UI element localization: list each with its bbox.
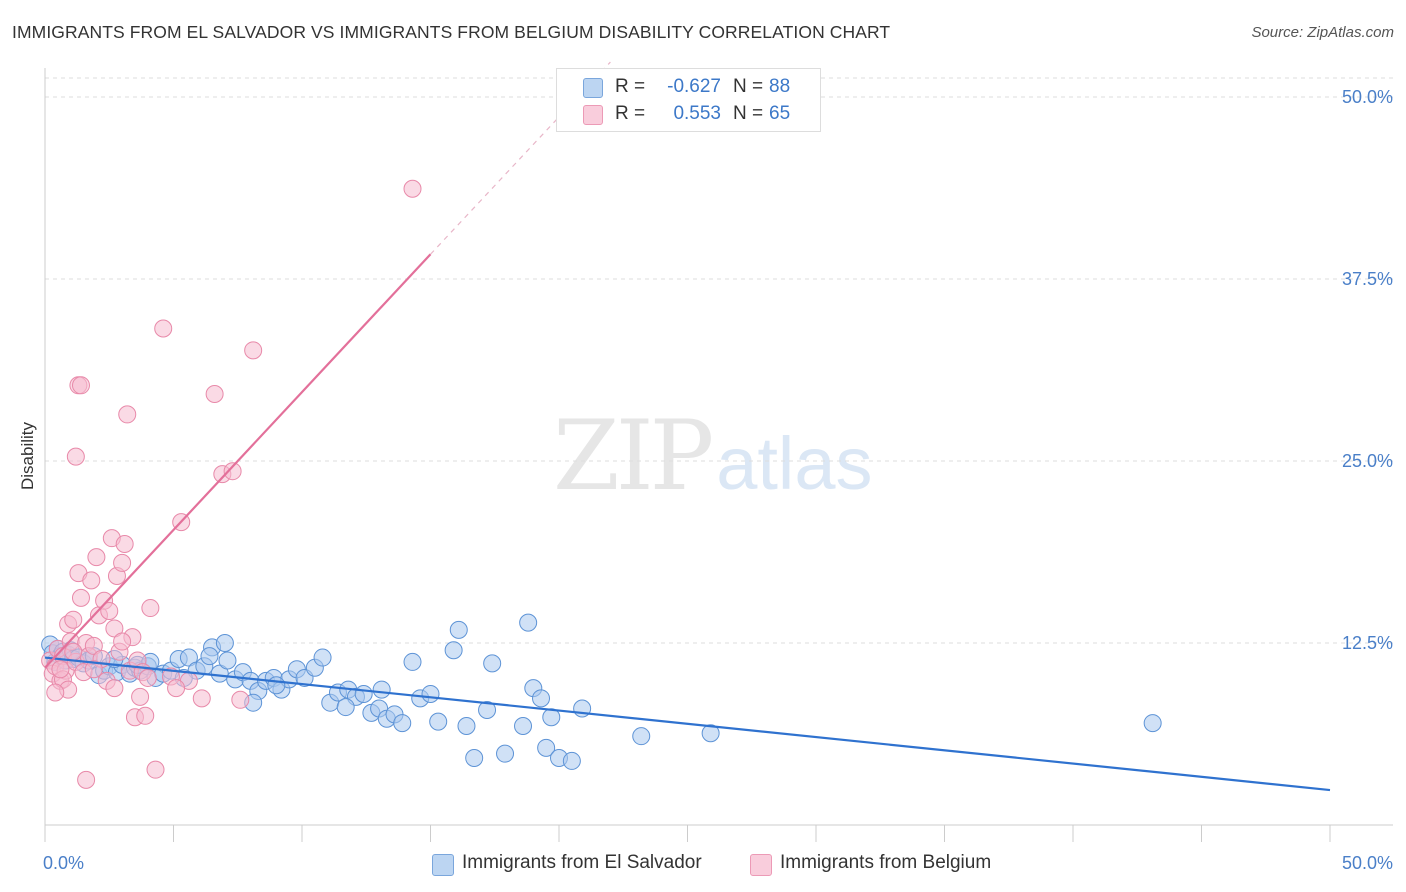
grid: [45, 77, 1393, 644]
legend-n-value: 65: [769, 103, 791, 124]
data-point-belgium: [64, 610, 83, 629]
y-tick-label: 50.0%: [1342, 87, 1393, 107]
axis-labels: 12.5% 25.0% 37.5% 50.0% 0.0% 50.0% Disability: [18, 87, 1393, 873]
y-tick-label: 37.5%: [1342, 269, 1393, 289]
data-point-el-salvador: [457, 716, 476, 735]
data-point-belgium: [51, 660, 70, 679]
data-point-el-salvador: [429, 712, 448, 731]
legend-swatch-blue: [583, 78, 603, 98]
data-point-el-salvador: [532, 689, 551, 708]
legend-label-el-salvador: Immigrants from El Salvador: [462, 852, 702, 873]
legend-r-label: R =: [615, 103, 646, 124]
data-point-belgium: [84, 660, 103, 679]
data-point-el-salvador: [449, 620, 468, 639]
data-point-belgium: [231, 690, 250, 709]
legend-n-value: 88: [769, 76, 791, 97]
data-point-belgium: [244, 341, 263, 360]
data-point-el-salvador: [421, 684, 440, 703]
data-point-belgium: [64, 642, 83, 661]
data-point-belgium: [71, 588, 90, 607]
legend-swatch-blue: [432, 854, 454, 876]
data-point-belgium: [192, 689, 211, 708]
data-point-el-salvador: [372, 680, 391, 699]
data-point-el-salvador: [465, 749, 484, 768]
data-point-el-salvador: [519, 613, 538, 632]
series-legend: Immigrants from El Salvador Immigrants f…: [0, 852, 1406, 878]
data-point-belgium: [105, 679, 124, 698]
data-point-el-salvador: [200, 647, 219, 666]
data-point-el-salvador: [218, 651, 237, 670]
data-point-el-salvador: [478, 700, 497, 719]
data-point-belgium: [66, 447, 85, 466]
legend-swatch-pink: [750, 854, 772, 876]
data-point-el-salvador: [215, 634, 234, 652]
y-tick-label: 12.5%: [1342, 633, 1393, 653]
data-point-belgium: [100, 601, 119, 620]
data-point-el-salvador: [1143, 714, 1162, 733]
data-point-el-salvador: [496, 744, 515, 763]
data-point-belgium: [154, 319, 173, 338]
correlation-legend: R = -0.627 N = 88 R = 0.553 N = 65: [556, 68, 821, 132]
data-point-belgium: [138, 668, 157, 687]
data-point-el-salvador: [483, 654, 502, 673]
data-point-belgium: [113, 632, 132, 651]
legend-swatch-pink: [583, 105, 603, 125]
legend-r-label: R =: [615, 76, 646, 97]
data-point-belgium: [46, 683, 65, 702]
source-label: Source: ZipAtlas.com: [1251, 24, 1394, 41]
y-tick-label: 25.0%: [1342, 451, 1393, 471]
trend-line-belgium-extension: [430, 61, 611, 255]
data-point-belgium: [118, 405, 137, 424]
data-point-el-salvador: [267, 676, 286, 695]
series-el-salvador-points: [41, 613, 1162, 770]
data-point-belgium: [77, 770, 96, 789]
data-point-belgium: [223, 462, 242, 481]
y-axis-title: Disability: [18, 421, 37, 490]
data-point-belgium: [403, 179, 422, 198]
data-point-el-salvador: [393, 714, 412, 733]
data-point-belgium: [205, 385, 224, 404]
data-point-belgium: [71, 376, 90, 395]
data-point-el-salvador: [444, 641, 463, 660]
data-point-el-salvador: [562, 751, 581, 770]
data-point-belgium: [136, 706, 155, 725]
trend-line-el-salvador: [44, 656, 1331, 792]
axes: [44, 68, 1393, 842]
data-point-belgium: [113, 553, 132, 572]
legend-label-belgium: Immigrants from Belgium: [780, 852, 992, 873]
chart-title: IMMIGRANTS FROM EL SALVADOR VS IMMIGRANT…: [12, 22, 891, 42]
data-point-el-salvador: [514, 716, 533, 735]
legend-n-label: N =: [733, 103, 764, 124]
data-point-el-salvador: [313, 648, 332, 667]
data-point-belgium: [146, 760, 165, 779]
x-tick-label: 50.0%: [1342, 853, 1393, 873]
data-point-el-salvador: [354, 684, 373, 703]
legend-r-value: 0.553: [673, 103, 721, 124]
legend-n-label: N =: [733, 76, 764, 97]
data-point-belgium: [87, 548, 106, 567]
data-point-belgium: [141, 599, 160, 618]
trend-lines: [44, 61, 1331, 792]
data-point-belgium: [131, 687, 150, 706]
data-point-el-salvador: [632, 727, 651, 746]
data-point-belgium: [167, 679, 186, 698]
data-point-el-salvador: [336, 698, 355, 717]
data-point-el-salvador: [537, 738, 556, 757]
data-point-belgium: [115, 534, 134, 553]
x-tick-label: 0.0%: [43, 853, 84, 873]
legend-r-value: -0.627: [667, 76, 721, 97]
data-point-el-salvador: [403, 652, 422, 671]
data-point-belgium: [82, 571, 101, 590]
data-point-el-salvador: [701, 724, 720, 743]
trend-line-belgium: [44, 253, 432, 669]
